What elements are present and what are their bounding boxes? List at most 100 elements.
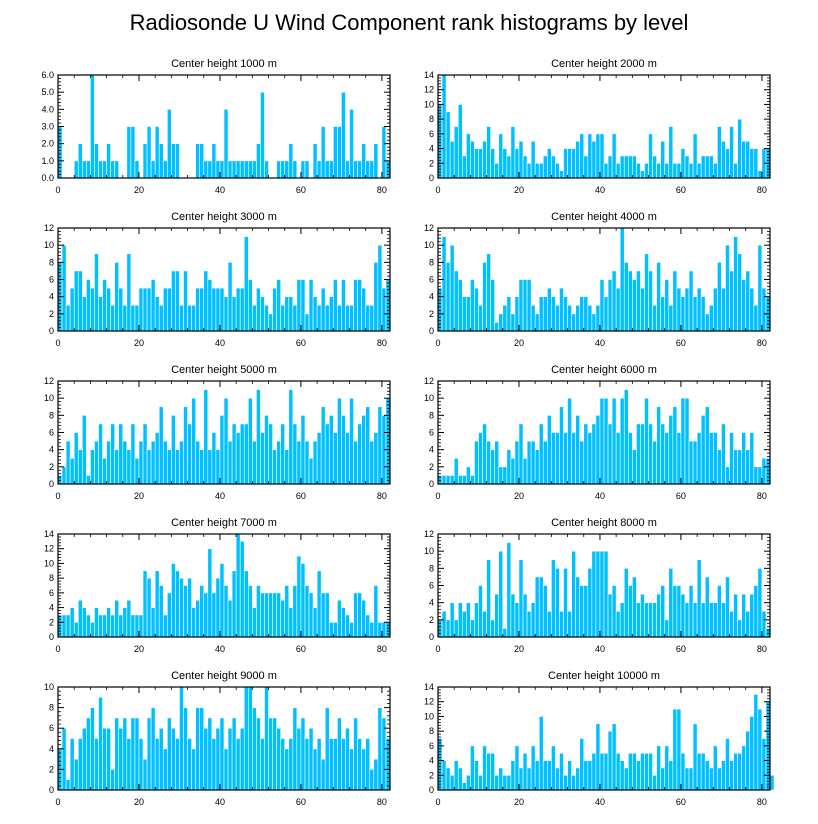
bar	[353, 440, 358, 485]
bar	[272, 592, 277, 638]
x-tick-label: 40	[595, 797, 605, 807]
bar	[708, 602, 714, 638]
bar	[288, 296, 294, 332]
bar	[223, 296, 229, 332]
x-tick-label: 80	[757, 797, 767, 807]
bar	[106, 607, 111, 638]
bar	[365, 738, 371, 791]
bar	[461, 782, 467, 791]
bar	[506, 296, 512, 332]
bar	[636, 270, 641, 332]
bar	[102, 160, 107, 179]
bar	[514, 602, 520, 638]
bar	[542, 760, 548, 791]
bar	[328, 296, 334, 332]
bar	[640, 593, 645, 638]
bar	[761, 287, 767, 332]
bar	[195, 599, 201, 638]
bar	[461, 610, 467, 638]
bar	[223, 397, 229, 485]
bar	[547, 760, 552, 791]
bar	[73, 432, 79, 485]
bar	[312, 607, 318, 638]
bar	[595, 723, 601, 791]
bar	[171, 270, 176, 332]
bar	[349, 397, 354, 485]
bar	[94, 607, 99, 638]
panel-title: Center height 2000 m	[551, 58, 657, 70]
bar	[373, 143, 379, 179]
bar	[195, 287, 201, 332]
x-tick-label: 60	[676, 185, 686, 195]
bar	[77, 738, 83, 791]
bar	[676, 162, 682, 179]
bar	[243, 570, 249, 638]
bar	[688, 767, 694, 791]
bar	[607, 593, 613, 638]
bar	[652, 774, 657, 791]
bar	[219, 287, 225, 332]
bar	[171, 563, 176, 638]
bar	[627, 155, 633, 179]
bar	[449, 475, 455, 485]
bar	[211, 738, 217, 791]
bar	[134, 160, 140, 179]
bar	[595, 304, 601, 332]
bar	[276, 440, 281, 485]
bar	[365, 406, 371, 485]
bar	[304, 313, 310, 332]
panel-title: Center height 3000 m	[171, 211, 277, 223]
bar	[514, 148, 520, 179]
bar	[373, 585, 379, 638]
x-tick-label: 0	[55, 185, 60, 195]
bar	[611, 133, 617, 179]
bar	[357, 592, 362, 638]
bar	[150, 279, 156, 332]
x-tick-label: 20	[134, 185, 144, 195]
bar	[61, 614, 67, 638]
panel-4: Center height 4000 m 0 20 40 60 80 0 2 4 6 8 10 12	[424, 211, 771, 348]
bar	[280, 304, 286, 332]
bar	[381, 287, 387, 332]
bar	[749, 287, 755, 332]
bar	[680, 148, 686, 179]
bar	[530, 140, 536, 179]
x-tick-label: 40	[215, 338, 225, 348]
bar	[126, 449, 132, 485]
bar	[175, 270, 180, 332]
bar	[555, 162, 560, 179]
bar	[158, 727, 164, 791]
bar	[623, 262, 629, 332]
bar	[90, 74, 95, 179]
bar	[357, 160, 362, 179]
panel-2: Center height 2000 m 0 20 40 60 80 0 2 4 6 8 10 12 14	[424, 58, 771, 195]
bar	[146, 577, 152, 638]
bar	[607, 279, 613, 332]
bar	[231, 423, 237, 485]
x-tick-label: 0	[55, 797, 60, 807]
bar	[538, 716, 544, 791]
bar	[737, 752, 742, 791]
bar	[146, 126, 152, 179]
bar	[337, 126, 342, 179]
bar	[138, 287, 144, 332]
bar	[599, 752, 605, 791]
bar	[745, 610, 751, 638]
bar	[114, 262, 120, 332]
x-tick-label: 60	[676, 491, 686, 501]
bar	[611, 723, 617, 791]
bar	[341, 607, 346, 638]
bar	[227, 262, 233, 332]
bar	[150, 440, 156, 485]
bar	[494, 162, 500, 179]
bar	[146, 717, 152, 791]
x-tick-label: 80	[757, 338, 767, 348]
bar	[69, 738, 75, 791]
bar	[235, 432, 241, 485]
x-tick-label: 60	[676, 797, 686, 807]
bar	[534, 760, 540, 791]
bar	[547, 415, 552, 485]
bar	[86, 279, 91, 332]
bar	[623, 767, 629, 791]
bar	[692, 296, 698, 332]
